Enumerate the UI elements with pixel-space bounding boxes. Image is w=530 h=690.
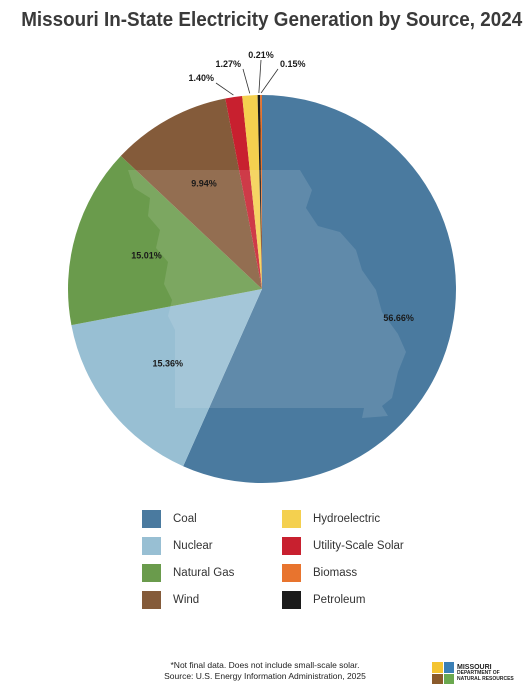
legend-label-natural-gas: Natural Gas xyxy=(173,567,235,579)
legend-item-coal: Coal xyxy=(142,510,197,528)
leader-line-petroleum xyxy=(258,59,262,94)
leader-line-utility-scale-solar xyxy=(215,82,234,96)
legend-swatch-coal xyxy=(142,510,161,528)
slice-utility-scale-solar xyxy=(225,96,262,290)
legend-item-utility-scale-solar: Utility-Scale Solar xyxy=(282,537,404,555)
legend-label-nuclear: Nuclear xyxy=(173,540,213,552)
legend-item-natural-gas: Natural Gas xyxy=(142,564,234,582)
slice-natural-gas xyxy=(68,155,262,326)
logo-line-2: DEPARTMENT OF xyxy=(457,670,500,676)
slice-label-petroleum: 0.21% xyxy=(248,50,274,60)
legend-label-biomass: Biomass xyxy=(313,567,358,579)
legend-swatch-utility-scale-solar xyxy=(282,537,301,555)
leader-line-hydroelectric xyxy=(242,68,251,94)
legend-label-utility-scale-solar: Utility-Scale Solar xyxy=(313,540,404,552)
legend-item-hydroelectric: Hydroelectric xyxy=(282,510,380,528)
slice-label-utility-scale-solar: 1.40% xyxy=(188,73,214,83)
slice-nuclear xyxy=(71,289,262,467)
slice-label-nuclear: 15.36% xyxy=(152,359,183,369)
slice-petroleum xyxy=(257,95,262,290)
legend-swatch-petroleum xyxy=(282,591,301,609)
logo-line-1: MISSOURI xyxy=(457,664,492,671)
legend-swatch-biomass xyxy=(282,564,301,582)
slice-coal xyxy=(183,94,457,484)
slice-label-coal: 56.66% xyxy=(383,313,414,323)
dnr-logo: MISSOURI DEPARTMENT OF NATURAL RESOURCES xyxy=(432,662,514,684)
legend-swatch-hydroelectric xyxy=(282,510,301,528)
slice-label-natural-gas: 15.01% xyxy=(131,250,162,260)
pie-chart: 56.66% 15.36% 15.01% 9.94% 1.40%1.27% 0.21% 0.… xyxy=(68,50,457,484)
legend-label-wind: Wind xyxy=(173,594,200,606)
legend-item-nuclear: Nuclear xyxy=(142,537,213,555)
missouri-state-shape xyxy=(128,170,406,418)
legend-item-biomass: Biomass xyxy=(282,564,357,582)
leader-line-biomass xyxy=(260,68,279,94)
footnote: *Not final data. Does not include small-… xyxy=(130,660,400,682)
slice-label-wind: 9.94% xyxy=(191,179,217,189)
legend-item-petroleum: Petroleum xyxy=(282,591,365,609)
slice-label-biomass: 0.15% xyxy=(280,59,306,69)
legend-swatch-nuclear xyxy=(142,537,161,555)
slice-label-hydroelectric: 1.27% xyxy=(215,59,241,69)
slice-wind xyxy=(120,98,263,290)
legend-swatch-natural-gas xyxy=(142,564,161,582)
footnote-source: Source: U.S. Energy Information Administ… xyxy=(164,671,366,681)
legend-label-petroleum: Petroleum xyxy=(313,594,366,606)
legend-item-wind: Wind xyxy=(142,591,199,609)
slice-hydroelectric xyxy=(242,95,262,290)
footnote-note: *Not final data. Does not include small-… xyxy=(170,660,360,670)
dnr-logo-icon xyxy=(432,662,454,684)
legend-label-coal: Coal xyxy=(173,513,197,525)
slice-biomass xyxy=(260,95,262,289)
legend-swatch-wind xyxy=(142,591,161,609)
chart-title: Missouri In-State Electricity Generation… xyxy=(21,8,523,31)
legend-label-hydroelectric: Hydroelectric xyxy=(313,513,381,525)
logo-line-3: NATURAL RESOURCES xyxy=(457,675,514,682)
